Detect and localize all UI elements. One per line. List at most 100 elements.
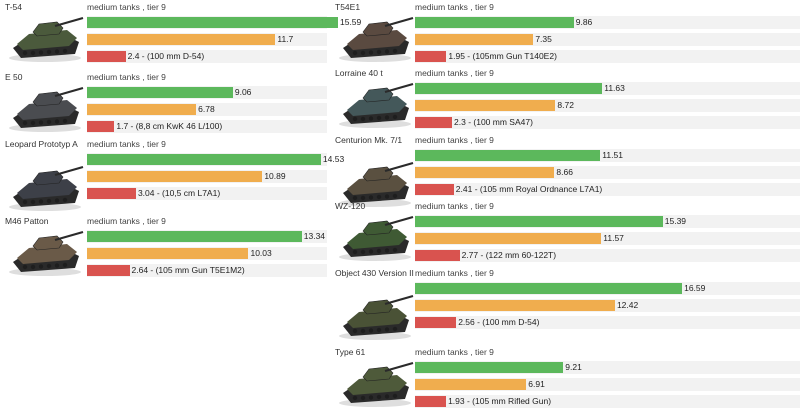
- damage-bar-label: 6.78: [198, 104, 215, 114]
- dpm-bar-label: 9.21: [565, 362, 582, 372]
- tank-thumbnail-icon: [335, 159, 415, 209]
- damage-bar: [415, 167, 555, 178]
- tank-entry: M46 Patton medium tanks , tier 9 13.34 10.0…: [5, 214, 332, 282]
- tank-thumbnail-icon: [335, 80, 415, 130]
- bar-track: [415, 249, 800, 262]
- damage-bar-row: 10.89: [87, 169, 327, 184]
- tank-entry: Type 61 medium tanks , tier 9 9.21 6.91 1.93…: [335, 345, 800, 413]
- reload-bar-row: 2.3 - (100 mm SA47): [415, 115, 800, 130]
- dpm-bar-label: 16.59: [684, 283, 706, 293]
- reload-bar-row: 1.95 - (105mm Gun T140E2): [415, 49, 800, 64]
- tank-thumbnail-icon: [5, 14, 85, 64]
- tank-class-tier: medium tanks , tier 9: [415, 201, 494, 211]
- tank-entry: T-54 medium tanks , tier 9 15.59 11.7 2.4 - …: [5, 0, 361, 68]
- dpm-bar: [87, 17, 338, 28]
- tank-entry: Object 430 Version II medium tanks , tier…: [335, 266, 800, 340]
- tank-class-tier: medium tanks , tier 9: [87, 2, 166, 12]
- dpm-bar-label: 13.34: [303, 231, 326, 241]
- bar-track: [87, 264, 327, 277]
- tank-thumbnail-icon: [335, 14, 415, 64]
- damage-bar-row: 6.78: [87, 102, 327, 117]
- tank-class-tier: medium tanks , tier 9: [87, 139, 166, 149]
- tank-entry: Lorraine 40 t medium tanks , tier 9 11.63 8…: [335, 66, 800, 134]
- reload-bar: [415, 51, 447, 62]
- dpm-bar: [415, 216, 663, 227]
- damage-bar: [415, 300, 615, 311]
- dpm-bar-label: 11.51: [602, 150, 623, 160]
- tank-entry: WZ-120 medium tanks , tier 9 15.39 11.57 2.7…: [335, 199, 800, 267]
- tank-entry: T54E1 medium tanks , tier 9 9.86 7.35 1.95 -…: [335, 0, 800, 68]
- damage-bar-row: 12.42: [415, 298, 800, 313]
- dpm-bar: [415, 362, 564, 373]
- damage-bar-row: 7.35: [415, 32, 800, 47]
- column-left: T-54 medium tanks , tier 9 15.59 11.7 2.4 - …: [0, 0, 361, 407]
- tank-thumbnail-icon: [335, 359, 415, 409]
- dpm-bar-row: 9.06: [87, 85, 327, 100]
- damage-bar-label: 10.89: [264, 171, 286, 181]
- bar-track: [415, 316, 800, 329]
- reload-bar-row: 2.64 - (105 mm Gun T5E1M2): [87, 263, 327, 278]
- column-right: T54E1 medium tanks , tier 9 9.86 7.35 1.95 -…: [330, 0, 800, 408]
- damage-bar: [87, 171, 263, 182]
- damage-bar: [415, 379, 527, 390]
- reload-bar-label: 3.04 - (10,5 cm L7A1): [137, 188, 221, 198]
- bar-track: [415, 183, 800, 196]
- reload-bar-row: 1.93 - (105 mm Rifled Gun): [415, 394, 800, 409]
- dpm-bar-row: 11.63: [415, 81, 800, 96]
- damage-bar-row: 6.91: [415, 377, 800, 392]
- dpm-bar-row: 11.51: [415, 148, 800, 163]
- damage-bar: [415, 100, 556, 111]
- tank-class-tier: medium tanks , tier 9: [87, 72, 166, 82]
- reload-bar-row: 1.7 - (8,8 cm KwK 46 L/100): [87, 119, 327, 134]
- tank-class-tier: medium tanks , tier 9: [415, 2, 494, 12]
- reload-bar-row: 2.77 - (122 mm 60-122T): [415, 248, 800, 263]
- tank-thumbnail-icon: [5, 228, 85, 278]
- tank-thumbnail-icon: [5, 163, 85, 213]
- reload-bar: [87, 265, 130, 276]
- tank-class-tier: medium tanks , tier 9: [415, 135, 494, 145]
- tank-entry: Centurion Mk. 7/1 medium tanks , tier 9 11…: [335, 133, 800, 207]
- reload-bar: [415, 250, 460, 261]
- dpm-bar-label: 9.06: [234, 87, 252, 97]
- reload-bar: [415, 396, 447, 407]
- damage-bar-label: 11.7: [277, 34, 294, 44]
- reload-bar-label: 2.3 - (100 mm SA47): [454, 117, 533, 127]
- tank-thumbnail-icon: [335, 292, 415, 342]
- dpm-bar: [87, 231, 302, 242]
- dpm-bar: [415, 150, 601, 161]
- tank-name: M46 Patton: [5, 216, 49, 226]
- dpm-bar-row: 14.53: [87, 152, 344, 167]
- tank-class-tier: medium tanks , tier 9: [415, 68, 494, 78]
- damage-bar: [87, 104, 197, 115]
- reload-bar: [87, 188, 136, 199]
- damage-bar: [87, 34, 276, 45]
- reload-bar: [87, 121, 115, 132]
- damage-bar: [87, 248, 249, 259]
- reload-bar-label: 1.93 - (105 mm Rifled Gun): [448, 396, 552, 406]
- tank-name: Centurion Mk. 7/1: [335, 135, 403, 145]
- tank-name: Lorraine 40 t: [335, 68, 383, 78]
- bar-track: [415, 50, 800, 63]
- tank-name: WZ-120: [335, 201, 366, 211]
- damage-bar: [415, 34, 534, 45]
- reload-bar-label: 2.77 - (122 mm 60-122T): [461, 250, 557, 260]
- dpm-bar-label: 14.53: [322, 154, 345, 164]
- damage-bar-label: 8.72: [557, 100, 574, 110]
- tank-entry: E 50 medium tanks , tier 9 9.06 6.78 1.7 - (…: [5, 70, 332, 138]
- dpm-bar-label: 15.59: [339, 17, 362, 27]
- dpm-bar-row: 16.59: [415, 281, 800, 296]
- dpm-bar: [415, 83, 603, 94]
- dpm-bar: [415, 283, 683, 294]
- tank-name: Leopard Prototyp A: [5, 139, 78, 149]
- dpm-bar-label: 9.86: [575, 17, 593, 27]
- reload-bar: [415, 117, 453, 128]
- bar-track: [87, 187, 327, 200]
- reload-bar-row: 2.56 - (100 mm D-54): [415, 315, 800, 330]
- tank-name: E 50: [5, 72, 23, 82]
- tank-entry: Leopard Prototyp A medium tanks , tier 9 1…: [5, 137, 344, 211]
- dpm-bar-label: 15.39: [664, 216, 687, 226]
- bar-track: [87, 120, 327, 133]
- dpm-bar-row: 15.39: [415, 214, 800, 229]
- tank-name: Type 61: [335, 347, 366, 357]
- bar-track: [415, 116, 800, 129]
